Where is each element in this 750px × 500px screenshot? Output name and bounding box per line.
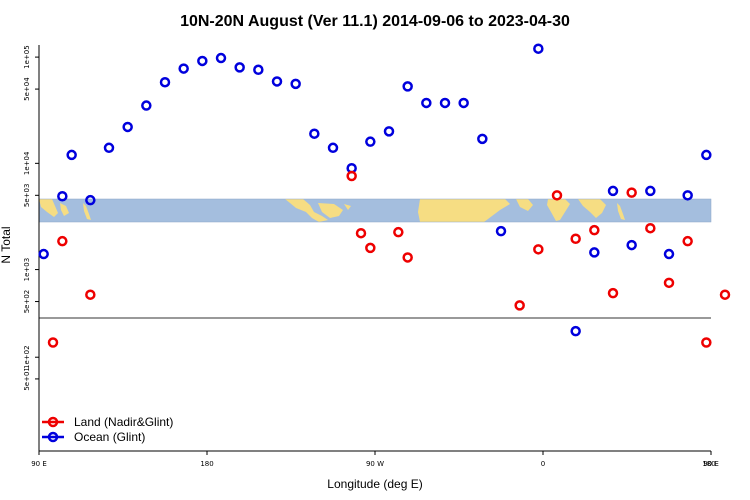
map-land-africa — [418, 199, 510, 222]
ocean-series — [38, 43, 712, 337]
ocean-data-point — [383, 126, 395, 137]
land-series — [47, 170, 731, 348]
ocean-data-point — [290, 78, 301, 90]
map-land-asia — [39, 199, 58, 217]
ocean-data-point — [38, 248, 49, 260]
land-data-point — [57, 235, 68, 247]
ocean-data-point — [589, 247, 600, 258]
land-data-point — [355, 227, 367, 239]
map-land-central-america — [318, 203, 343, 218]
ocean-data-point — [57, 190, 68, 202]
ocean-data-point — [458, 97, 469, 109]
land-data-point — [663, 277, 675, 289]
x-tick-label: 180 — [702, 460, 715, 468]
y-axis-label: N Total — [0, 226, 13, 263]
land-data-point — [570, 233, 581, 245]
map-land-arabia — [516, 199, 533, 211]
ocean-data-point — [159, 76, 171, 88]
ocean-data-point — [197, 55, 208, 67]
land-data-point — [701, 337, 712, 348]
ocean-data-point — [645, 185, 656, 197]
map-land-indochina — [578, 199, 606, 218]
chart-title: 10N-20N August (Ver 11.1) 2014-09-06 to … — [180, 13, 570, 30]
x-tick-label: 90 E — [31, 460, 47, 468]
ocean-data-point — [215, 52, 227, 64]
land-data-point — [85, 289, 96, 300]
ocean-data-point — [421, 97, 432, 109]
x-tick-label: 90 E — [703, 460, 719, 468]
ocean-data-point — [271, 76, 283, 87]
legend-ocean-label: Ocean (Glint) — [74, 430, 145, 444]
map-ocean — [39, 199, 711, 222]
land-data-point — [607, 287, 619, 299]
ocean-data-point — [365, 136, 376, 147]
ocean-data-point — [141, 100, 152, 111]
land-data-point — [533, 244, 544, 255]
ocean-data-point — [402, 81, 413, 92]
ocean-data-point — [477, 133, 488, 145]
land-data-point — [645, 222, 656, 234]
ocean-data-point — [103, 142, 115, 154]
land-data-point — [719, 289, 731, 300]
land-data-point — [402, 252, 413, 263]
land-data-point — [682, 235, 693, 247]
map-land-mexico — [285, 199, 328, 222]
map-land-india — [547, 199, 570, 221]
ocean-data-point — [66, 149, 77, 161]
legend-ocean-marker — [47, 431, 59, 443]
ocean-data-point — [178, 63, 189, 74]
map-land-philippines — [83, 203, 91, 220]
ocean-data-point — [663, 248, 675, 260]
ocean-data-point — [495, 225, 507, 237]
land-data-point — [365, 242, 376, 254]
ocean-data-point — [533, 43, 544, 54]
legend: Land (Nadir&Glint) Ocean (Glint) — [42, 415, 173, 444]
ocean-data-point — [122, 121, 133, 133]
ocean-data-point — [701, 149, 712, 161]
y-tick-label: 5e+02 — [23, 290, 31, 314]
ocean-data-point — [309, 128, 320, 139]
legend-land-label: Land (Nadir&Glint) — [74, 415, 173, 429]
y-tick-label: 1e+02 — [23, 345, 31, 369]
legend-land-marker — [47, 416, 59, 428]
land-data-point — [551, 190, 563, 201]
ocean-data-point — [253, 64, 264, 76]
x-axis-label: Longitude (deg E) — [327, 477, 422, 491]
map-land-southeast-asia — [60, 203, 69, 216]
ocean-data-point — [234, 62, 245, 73]
y-tick-label: 5e+04 — [23, 77, 31, 101]
ocean-data-point — [607, 185, 619, 197]
x-tick-label: 90 W — [366, 460, 384, 468]
y-tick-label: 1e+03 — [23, 258, 31, 282]
ocean-data-point — [570, 325, 581, 337]
world-map-strip — [38, 198, 712, 223]
map-land-caribbean — [344, 204, 351, 210]
x-tick-label: 0 — [541, 460, 545, 468]
land-data-point — [346, 170, 357, 182]
y-tick-label: 5e+01 — [23, 367, 31, 391]
land-data-point — [47, 337, 59, 348]
land-data-point — [626, 187, 637, 198]
ocean-data-point — [626, 239, 637, 251]
y-tick-label: 1e+04 — [23, 151, 31, 175]
ocean-data-point — [85, 194, 96, 206]
land-data-point — [393, 226, 404, 238]
land-data-point — [589, 224, 600, 236]
y-tick-label: 1e+05 — [23, 45, 31, 69]
y-tick-label: 5e+03 — [23, 184, 31, 208]
x-tick-label: 180 — [200, 460, 213, 468]
map-land-philippines-right — [617, 203, 625, 220]
ocean-data-point — [439, 97, 451, 109]
ocean-data-point — [327, 142, 339, 154]
ocean-data-point — [682, 190, 693, 201]
land-data-point — [514, 300, 525, 311]
